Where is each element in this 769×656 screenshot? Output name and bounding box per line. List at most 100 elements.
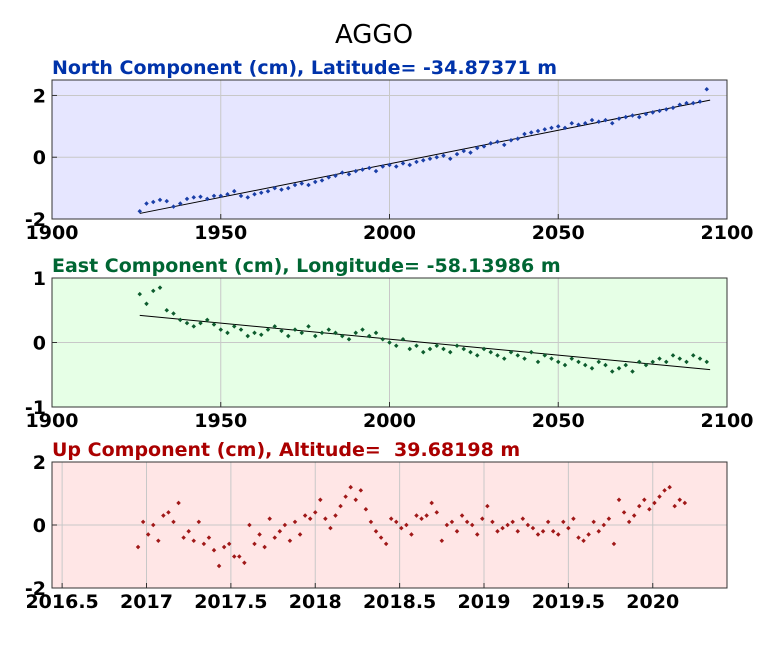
east-data-point bbox=[630, 369, 635, 374]
up-data-point bbox=[292, 519, 298, 525]
up-data-point bbox=[682, 500, 688, 506]
east-y-tick-label: -1 bbox=[25, 397, 46, 419]
east-data-point bbox=[677, 356, 683, 361]
east-data-point bbox=[306, 324, 311, 329]
up-data-point bbox=[353, 497, 359, 503]
east-data-point bbox=[704, 359, 710, 365]
east-data-point bbox=[218, 327, 224, 332]
up-data-point bbox=[515, 529, 521, 534]
up-data-point bbox=[328, 525, 333, 531]
east-x-tick-label: 2000 bbox=[363, 410, 416, 432]
north-x-tick-label: 2050 bbox=[532, 222, 585, 244]
east-trend-line bbox=[139, 314, 711, 371]
up-data-point bbox=[383, 541, 389, 547]
up-data-point bbox=[424, 513, 429, 518]
north-data-point bbox=[427, 156, 433, 162]
east-data-point bbox=[515, 353, 521, 358]
north-panel: 1900 1950 2000 2050 2100 -2 0 2 North Component … bbox=[25, 57, 754, 244]
up-y-tick-label: 0 bbox=[33, 515, 46, 537]
up-data-point bbox=[348, 484, 353, 490]
north-data-point bbox=[454, 151, 460, 157]
up-data-point bbox=[262, 544, 267, 550]
up-data-point bbox=[550, 529, 556, 534]
east-data-point bbox=[623, 362, 629, 368]
north-panel-title: North Component (cm), Latitude= -34.8737… bbox=[52, 57, 557, 79]
up-x-tick-label: 2016.5 bbox=[25, 591, 98, 613]
up-data-point bbox=[454, 529, 460, 534]
north-x-tick-label: 1950 bbox=[194, 222, 247, 244]
up-data-point bbox=[525, 522, 531, 528]
up-data-point bbox=[561, 519, 566, 525]
east-x-tick-label: 2050 bbox=[532, 410, 585, 432]
east-panel-title: East Component (cm), Longitude= -58.1398… bbox=[52, 255, 561, 277]
east-data-point bbox=[326, 327, 332, 332]
north-y-tick-label: -2 bbox=[25, 209, 46, 231]
up-data-point bbox=[393, 519, 399, 525]
up-data-point bbox=[500, 525, 505, 531]
east-data-point bbox=[380, 337, 386, 342]
east-x-tick-label: 1950 bbox=[194, 410, 247, 432]
east-data-point bbox=[596, 359, 602, 365]
up-data-point bbox=[581, 538, 586, 544]
up-data-point bbox=[647, 506, 652, 512]
north-data-point bbox=[468, 150, 473, 155]
east-data-point bbox=[177, 317, 183, 323]
east-data-point bbox=[150, 288, 156, 294]
north-y-tick-label: 2 bbox=[33, 85, 46, 107]
east-data-point bbox=[272, 324, 278, 329]
up-data-point bbox=[358, 488, 364, 493]
east-data-point bbox=[346, 337, 352, 342]
north-data-point bbox=[488, 141, 494, 146]
up-data-point bbox=[272, 535, 278, 540]
east-data-point bbox=[495, 353, 500, 358]
up-x-tick-label: 2017 bbox=[120, 591, 173, 613]
east-data-point bbox=[461, 346, 467, 352]
up-data-point bbox=[596, 529, 602, 534]
east-data-point bbox=[650, 359, 656, 365]
up-data-point bbox=[474, 532, 480, 537]
east-data-point bbox=[434, 343, 440, 348]
east-data-point bbox=[339, 333, 345, 339]
east-data-point bbox=[474, 353, 480, 358]
up-data-point bbox=[444, 522, 450, 528]
east-data-point bbox=[576, 359, 581, 365]
east-data-point bbox=[569, 356, 575, 361]
up-y-tick-label: -2 bbox=[25, 578, 46, 600]
east-data-point bbox=[657, 356, 662, 361]
up-data-point bbox=[636, 503, 642, 509]
north-data-point bbox=[265, 188, 271, 194]
up-data-point bbox=[277, 529, 283, 534]
up-data-point bbox=[667, 484, 672, 490]
up-data-point bbox=[176, 500, 181, 506]
north-data-point bbox=[292, 182, 298, 188]
north-data-point bbox=[279, 187, 284, 192]
east-data-point bbox=[582, 362, 588, 368]
east-data-point bbox=[555, 359, 561, 365]
east-x-tick-label: 1900 bbox=[26, 410, 79, 432]
up-data-point bbox=[677, 497, 683, 503]
east-data-point bbox=[144, 301, 149, 307]
east-data-point bbox=[522, 356, 527, 361]
up-x-tick-label: 2020 bbox=[626, 591, 679, 613]
up-data-point bbox=[414, 513, 419, 518]
east-data-point bbox=[501, 356, 507, 361]
up-data-point bbox=[399, 525, 404, 531]
east-data-point bbox=[427, 346, 433, 352]
east-data-point bbox=[285, 333, 291, 339]
up-data-point bbox=[343, 494, 348, 499]
east-data-point bbox=[265, 327, 271, 332]
up-data-point bbox=[363, 506, 369, 512]
up-data-point bbox=[333, 513, 338, 518]
up-x-tick-label: 2018 bbox=[289, 591, 342, 613]
up-data-point bbox=[576, 535, 581, 540]
up-data-point bbox=[257, 532, 262, 537]
east-data-point bbox=[279, 328, 284, 334]
east-data-point bbox=[690, 353, 696, 358]
north-data-point bbox=[474, 145, 480, 151]
north-x-tick-label: 2000 bbox=[363, 222, 416, 244]
east-data-point bbox=[360, 327, 365, 332]
east-data-point bbox=[238, 327, 244, 332]
east-data-point bbox=[542, 353, 548, 358]
east-data-point bbox=[252, 330, 257, 336]
